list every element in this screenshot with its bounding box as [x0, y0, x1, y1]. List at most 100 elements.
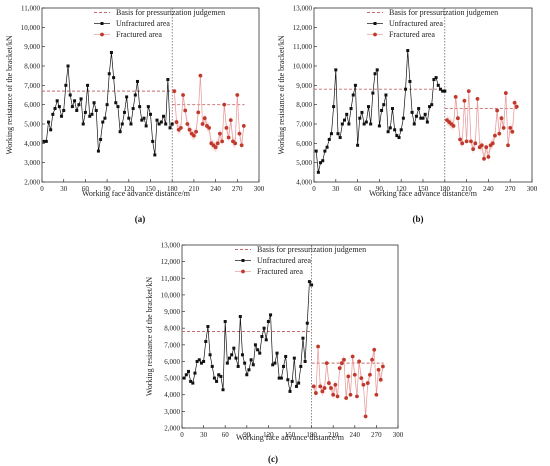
unfractured-point: [162, 114, 166, 118]
unfractured-point: [419, 116, 423, 120]
y-tick-label: 10,000: [293, 63, 313, 71]
unfractured-point: [430, 103, 434, 107]
fractured-point: [322, 386, 327, 390]
chart-panel-b: 0 30 60 90 120 150 180 210 240 270 300 4,000 5,000 6,…: [277, 5, 538, 225]
fractured-point: [514, 104, 519, 109]
fractured-point: [320, 389, 325, 394]
unfractured-point: [186, 369, 190, 373]
y-tick-label: 10,000: [21, 24, 41, 32]
x-tick-label: 120: [124, 185, 135, 193]
unfractured-point: [170, 122, 174, 126]
unfractured-point: [118, 130, 122, 134]
unfractured-point: [79, 97, 83, 101]
unfractured-point: [397, 136, 401, 140]
unfractured-point: [140, 118, 144, 122]
unfractured-point: [347, 122, 351, 126]
fractured-point: [453, 95, 458, 99]
fractured-point: [318, 384, 323, 389]
y-tick-label: 9,000: [24, 43, 40, 51]
unfractured-point: [345, 112, 349, 116]
unfractured-point: [64, 83, 68, 87]
y-tick-label: 4,000: [164, 391, 180, 399]
fractured-point: [357, 359, 362, 364]
fractured-point: [361, 382, 366, 387]
unfractured-point: [62, 108, 66, 112]
unfractured-point: [99, 137, 103, 141]
fractured-point: [372, 347, 377, 352]
unfractured-point: [364, 120, 368, 124]
unfractured-point: [70, 105, 74, 109]
fractured-point: [337, 366, 342, 371]
x-axis-label: Working face advance distance/m: [236, 433, 345, 442]
unfractured-point: [353, 83, 357, 87]
x-tick-label: 240: [210, 185, 221, 193]
y-tick-label: 4,000: [24, 140, 40, 148]
unfractured-point: [240, 353, 244, 357]
chart-panel-a: 0 30 60 90 120 150 180 210 240 270 300 2,000 3,000 4,…: [5, 5, 265, 225]
unfractured-point: [202, 359, 206, 363]
unfractured-point: [410, 110, 414, 114]
unfractured-point: [417, 107, 421, 111]
y-tick-label: 3,000: [24, 159, 40, 167]
unfractured-point: [166, 78, 170, 82]
unfractured-point: [349, 107, 353, 111]
unfractured-point: [138, 105, 142, 109]
unfractured-series-line: [183, 280, 312, 392]
unfractured-point: [247, 368, 251, 372]
legend-unfractured-label: Unfractured area: [116, 19, 170, 28]
unfractured-point: [428, 105, 432, 109]
unfractured-point: [90, 112, 94, 116]
unfractured-point: [382, 103, 386, 107]
unfractured-point: [83, 110, 87, 114]
unfractured-point: [334, 68, 338, 72]
unfractured-point: [340, 122, 344, 126]
fractured-point: [512, 100, 517, 105]
legend: Basis for pressurization judgemen Unfract…: [367, 8, 498, 39]
panel-label: (b): [413, 214, 424, 224]
x-tick-label: 270: [371, 431, 382, 439]
unfractured-point: [208, 353, 212, 357]
unfractured-point: [92, 101, 96, 105]
y-tick-label: 8,000: [296, 101, 312, 109]
fractured-point: [466, 89, 471, 94]
unfractured-point: [230, 353, 234, 357]
unfractured-point: [212, 376, 216, 380]
fractured-point: [326, 381, 331, 385]
fractured-point: [324, 361, 329, 366]
fractured-point: [335, 394, 340, 399]
y-tick-label: 5,000: [24, 121, 40, 129]
unfractured-point: [225, 361, 229, 365]
unfractured-point: [356, 143, 360, 147]
fractured-point: [183, 108, 188, 113]
fractured-point: [178, 125, 183, 130]
unfractured-point: [325, 145, 329, 149]
y-tick-label: 8,000: [164, 325, 180, 333]
unfractured-point: [371, 91, 375, 95]
x-tick-label: 210: [461, 185, 472, 193]
unfractured-point: [103, 116, 107, 120]
unfractured-point: [101, 120, 105, 124]
fractured-point: [339, 361, 344, 366]
unfractured-point: [253, 343, 257, 347]
fractured-point: [331, 392, 336, 397]
legend-fractured-label: Fractured area: [389, 30, 435, 39]
unfractured-point: [441, 89, 445, 93]
unfractured-point: [105, 103, 109, 107]
fractured-point: [185, 122, 190, 126]
unfractured-point: [57, 105, 61, 109]
unfractured-point: [286, 378, 290, 382]
fractured-point: [187, 127, 192, 132]
y-tick-label: 4,000: [296, 179, 312, 187]
fractured-point: [376, 367, 381, 372]
unfractured-point: [258, 351, 262, 355]
unfractured-point: [266, 320, 270, 324]
unfractured-point: [321, 159, 325, 163]
unfractured-point: [305, 321, 309, 325]
y-tick-label: 6,000: [164, 358, 180, 366]
unfractured-point: [228, 356, 232, 360]
fractured-point: [196, 110, 201, 115]
unfractured-point: [96, 149, 100, 153]
fractured-point: [503, 91, 508, 95]
y-axis-label: Working resistance of the bracket/kN: [277, 35, 286, 155]
x-tick-label: 90: [104, 185, 112, 193]
